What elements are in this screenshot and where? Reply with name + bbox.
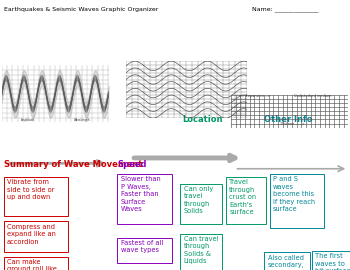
- FancyBboxPatch shape: [312, 251, 350, 270]
- Text: Travel
through
crust on
Earth's
surface: Travel through crust on Earth's surface: [229, 179, 256, 215]
- Text: Location: Location: [182, 115, 223, 124]
- Text: Amplitude: Amplitude: [21, 118, 36, 122]
- Text: Can make
ground roll like
waves or up
and down: Can make ground roll like waves or up an…: [7, 259, 57, 270]
- Text: The first
waves to
hit surface
aka
Primary: The first waves to hit surface aka Prima…: [315, 253, 350, 270]
- FancyBboxPatch shape: [4, 221, 68, 252]
- FancyBboxPatch shape: [270, 174, 324, 228]
- FancyBboxPatch shape: [180, 234, 222, 270]
- Text: Also called
secondary,
sheet or
side waves: Also called secondary, sheet or side wav…: [268, 255, 304, 270]
- Text: Can travel
through
Solids &
Liquids: Can travel through Solids & Liquids: [184, 236, 218, 264]
- FancyBboxPatch shape: [180, 184, 222, 224]
- Text: Wavelength: Wavelength: [74, 118, 90, 122]
- FancyBboxPatch shape: [4, 177, 68, 216]
- Text: Speed: Speed: [117, 160, 147, 169]
- FancyBboxPatch shape: [117, 174, 172, 224]
- FancyBboxPatch shape: [264, 252, 310, 270]
- Text: Vibrate from
side to side or
up and down: Vibrate from side to side or up and down: [7, 179, 55, 200]
- Text: Summary of Wave Movement: Summary of Wave Movement: [4, 160, 142, 169]
- FancyBboxPatch shape: [117, 238, 172, 263]
- Text: Compress and
expand like an
accordion: Compress and expand like an accordion: [7, 224, 56, 245]
- Text: <-- Expansion -->: <-- Expansion -->: [239, 94, 270, 98]
- Text: ------Distane------>: ------Distane------>: [274, 122, 306, 126]
- Text: Undisturbed medium: Undisturbed medium: [294, 94, 332, 98]
- FancyBboxPatch shape: [226, 177, 266, 224]
- Text: Can only
travel
through
Solids: Can only travel through Solids: [184, 186, 213, 214]
- FancyBboxPatch shape: [4, 256, 68, 270]
- Text: P and S
waves
become this
if they reach
surface: P and S waves become this if they reach …: [273, 176, 315, 212]
- Text: Slower than
P Waves,
Faster than
Surface
Waves: Slower than P Waves, Faster than Surface…: [121, 176, 161, 212]
- Text: Other Info: Other Info: [264, 115, 313, 124]
- Text: Fastest of all
wave types: Fastest of all wave types: [121, 240, 163, 253]
- Text: Name: ______________: Name: ______________: [252, 7, 318, 12]
- Text: Earthquakes & Seismic Waves Graphic Organizer: Earthquakes & Seismic Waves Graphic Orga…: [4, 7, 158, 12]
